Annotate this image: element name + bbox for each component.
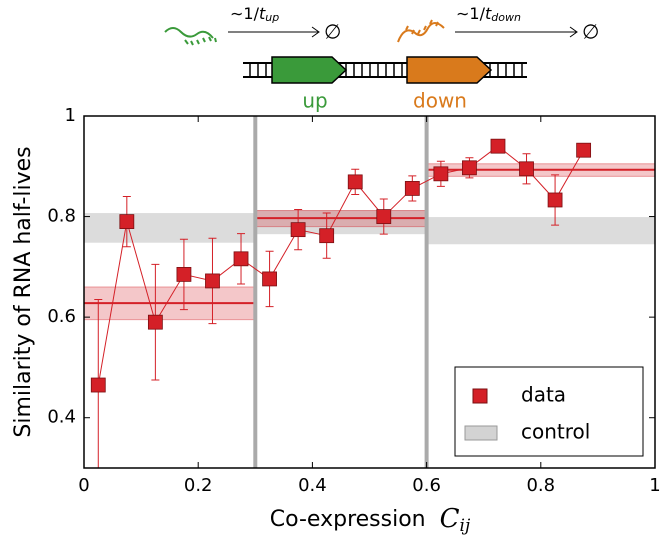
y-tick-label: 1	[65, 105, 76, 126]
arrow-head	[311, 26, 320, 38]
data-line	[97, 145, 585, 386]
legend-box	[454, 366, 644, 457]
rate-prefix: ∼1/	[230, 4, 260, 23]
x-axis-symbol-sub: ij	[460, 516, 471, 536]
data-marker	[290, 222, 306, 238]
x-axis-symbol: C	[440, 504, 460, 534]
rna-up-icon	[164, 27, 214, 39]
data-marker	[176, 266, 192, 282]
sink: ∅	[582, 20, 599, 44]
gene-down	[406, 56, 493, 84]
data-marker	[347, 174, 363, 190]
gene-label: down	[413, 89, 467, 113]
x-tick-label: 0	[78, 475, 89, 496]
data-marker	[262, 271, 277, 287]
axes-frame	[83, 115, 656, 469]
rate-var: t	[485, 4, 492, 23]
y-axis-label: Similarity of RNA half-lives	[11, 146, 36, 437]
x-tick-label: 0.6	[412, 475, 441, 496]
rate-prefix: ∼1/	[456, 4, 486, 23]
gene-label: up	[302, 89, 327, 113]
data-marker	[547, 192, 563, 208]
data-marker	[404, 181, 420, 196]
control-band	[426, 217, 655, 245]
data-marker	[519, 161, 534, 177]
rate-up: ∼1/tup	[230, 4, 279, 25]
data-marker	[233, 251, 249, 267]
gene-up	[271, 56, 348, 84]
y-tick-label: 0.4	[47, 407, 76, 428]
data-marker	[576, 142, 592, 158]
rna-up-ticks	[184, 36, 217, 46]
legend-label: control	[521, 420, 590, 444]
data-marker	[319, 228, 335, 244]
y-tick-label: 0.8	[47, 206, 76, 227]
data-marker	[490, 138, 506, 154]
rate-sub: down	[491, 11, 521, 24]
legend-label: data	[521, 383, 566, 407]
data-marker	[376, 209, 392, 224]
x-tick-label: 1	[649, 475, 660, 496]
control-band	[255, 210, 427, 235]
rate-sub: up	[265, 11, 279, 24]
sink: ∅	[324, 20, 341, 44]
data-marker	[90, 377, 106, 393]
data-marker	[462, 160, 477, 176]
rate-down: ∼1/tdown	[456, 4, 521, 25]
plot-area	[84, 116, 655, 468]
rna-down-icon	[397, 22, 445, 43]
data-marker	[433, 166, 449, 182]
legend-swatch	[464, 425, 498, 441]
data-marker	[147, 314, 163, 330]
x-tick-label: 0.2	[184, 475, 213, 496]
diagram	[164, 19, 578, 84]
x-tick-label: 0.4	[298, 475, 327, 496]
data-marker	[119, 214, 135, 230]
control-band	[84, 213, 256, 243]
rna-down-ticks	[405, 19, 439, 35]
y-tick-label: 0.6	[47, 306, 76, 327]
x-axis-text: Co-expression	[270, 507, 426, 532]
x-axis-label: Co-expression Cij	[270, 504, 471, 536]
data-marker	[205, 273, 220, 289]
rate-var: t	[259, 4, 266, 23]
arrow-head	[569, 26, 578, 38]
x-tick-label: 0.8	[526, 475, 555, 496]
legend-marker	[472, 388, 488, 404]
